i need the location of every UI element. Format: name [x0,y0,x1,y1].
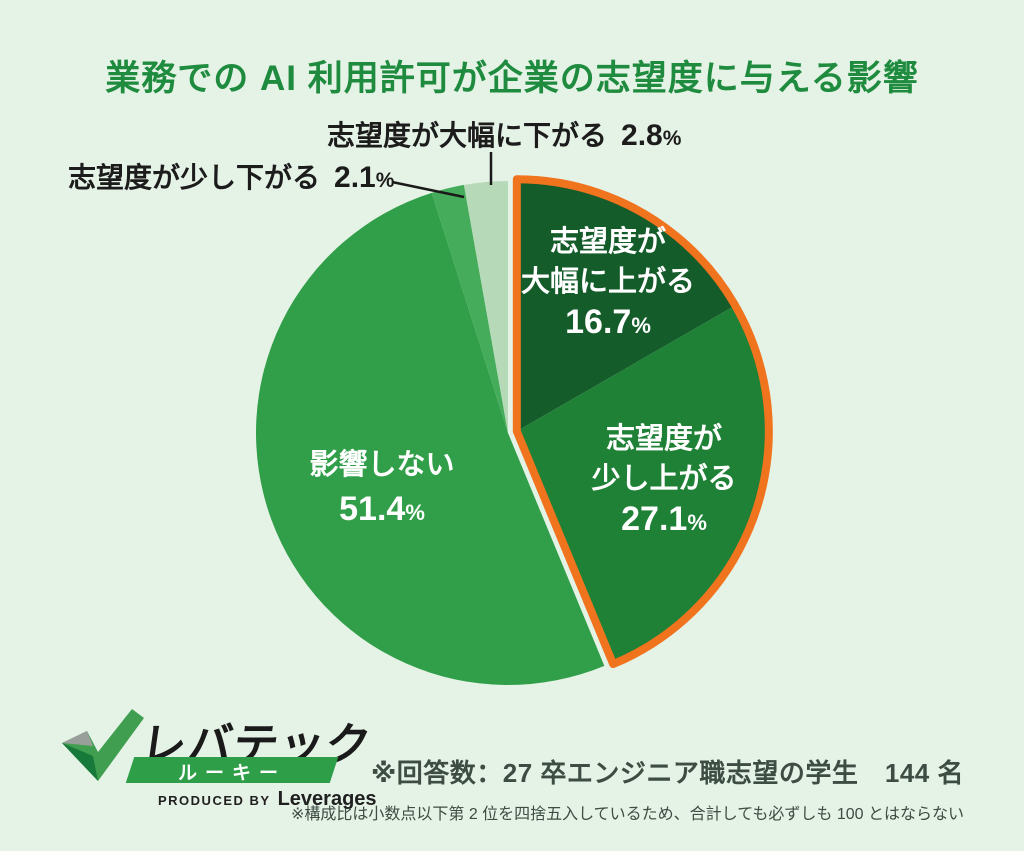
callout-label-big-down: 志望度が大幅に下がる 2.8% [327,114,681,154]
produced-by-text: PRODUCED BY [158,793,271,808]
slice-percent-big-up: 16.7% [565,302,651,346]
callout-name: 志望度が少し下がる [68,162,321,193]
percent-sign: % [405,500,425,525]
chart-title: 業務での AI 利用許可が企業の志望度に与える影響 [105,59,919,98]
slice-label-line: 影響しない [309,449,455,481]
footnote-rounding: ※構成比は小数点以下第 2 位を四捨五入しているため、合計しても必ずしも 100… [290,806,964,823]
slice-label-no-effect: 影響しない [309,445,454,485]
slice-label-line: 志望度が [605,423,723,455]
logo-produced-by: PRODUCED BY Leverages [158,788,377,811]
slice-label-big-up: 志望度が 大幅に上がる [521,222,695,302]
pie-slice [463,181,508,433]
percent-value: 51.4 [339,490,406,528]
callout-name: 志望度が大幅に下がる [327,120,608,151]
slice-percent-little-up: 27.1% [621,499,707,543]
levtech-rookie-logo: レバテック ルーキー PRODUCED BY Leverages [55,700,377,815]
slice-label-line: 大幅に上がる [520,266,696,298]
highlight-outline [512,175,773,669]
percent-value: 16.7 [565,303,632,341]
slice-label-line: 少し上がる [591,463,737,495]
callout-percent: 2.1% [334,161,394,195]
company-name-text: Leverages [277,788,377,810]
percent-value: 2.8 [621,119,663,152]
slice-label-line: 志望度が [549,226,667,258]
percent-sign: % [631,313,651,338]
footnotes: ※回答数：27 卒エンジニア職志望の学生 144 名 ※構成比は小数点以下第 2… [291,753,964,824]
slice-percent-no-effect: 51.4% [339,489,425,533]
callout-percent: 2.8% [621,119,681,153]
percent-sign: % [375,169,395,192]
percent-value: 2.1 [334,161,376,194]
percent-sign: % [662,127,682,150]
callout-label-little-down: 志望度が少し下がる 2.1% [68,156,394,196]
percent-value: 27.1 [621,500,688,538]
slice-label-little-up: 志望度が 少し上がる [591,419,736,499]
callout-line [391,180,465,199]
logo-subbrand-text: ルーキー [177,763,286,784]
pie-slice [431,184,508,433]
checkmark-icon [62,709,144,781]
pie-slice [256,192,605,685]
footnote-respondents: ※回答数：27 卒エンジニア職志望の学生 144 名 [370,758,964,788]
percent-sign: % [687,510,707,535]
